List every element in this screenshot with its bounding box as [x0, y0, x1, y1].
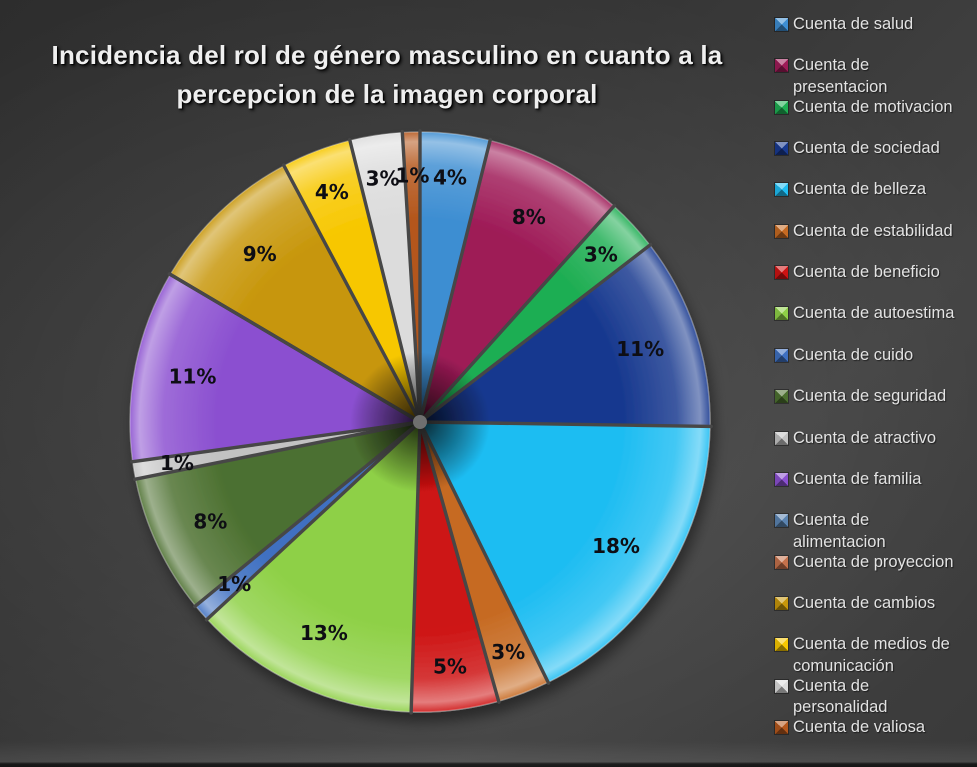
pie-label-cuenta-de-motivacion: 3%	[584, 243, 618, 267]
pie-slice-cuenta-de-belleza	[419, 421, 711, 683]
pie-label-cuenta-de-presentacion: 8%	[512, 205, 546, 229]
chart-title-line-1: Incidencia del rol de género masculino e…	[51, 40, 723, 70]
pie-slice-cuenta-de-autoestima	[206, 421, 421, 713]
pie-label-cuenta-de-salud: 4%	[433, 165, 467, 189]
pie-label-cuenta-de-familia: 11%	[169, 364, 217, 388]
pie-label-cuenta-de-medios-de-comunicacion: 4%	[315, 180, 349, 204]
chart-title: Incidencia del rol de género masculino e…	[8, 36, 766, 114]
pie-label-cuenta-de-estabilidad: 3%	[491, 640, 525, 664]
pie-center-hub	[413, 415, 427, 429]
pie-slice-cuenta-de-sociedad	[419, 244, 711, 428]
pie-label-cuenta-de-beneficio: 5%	[433, 655, 467, 679]
pie-slice-cuenta-de-seguridad	[134, 421, 421, 607]
pie-label-cuenta-de-sociedad: 11%	[616, 337, 664, 361]
pie-label-cuenta-de-personalidad: 3%	[366, 166, 400, 190]
pie-label-cuenta-de-valiosa: 1%	[396, 164, 430, 188]
pie-label-cuenta-de-autoestima: 13%	[300, 621, 348, 645]
chart-title-line-2: percepcion de la imagen corporal	[176, 79, 598, 109]
pie-slice-cuenta-de-cambios	[169, 165, 421, 423]
pie-slice-cuenta-de-familia	[129, 273, 421, 463]
pie-label-cuenta-de-atractivo: 1%	[160, 451, 194, 475]
pie-label-cuenta-de-cambios: 9%	[243, 242, 277, 266]
pie-label-cuenta-de-belleza: 18%	[592, 534, 640, 558]
pie-slice-cuenta-de-presentacion	[419, 139, 615, 423]
pie-label-cuenta-de-cuido: 1%	[217, 572, 251, 596]
pie-label-cuenta-de-seguridad: 8%	[193, 509, 227, 533]
